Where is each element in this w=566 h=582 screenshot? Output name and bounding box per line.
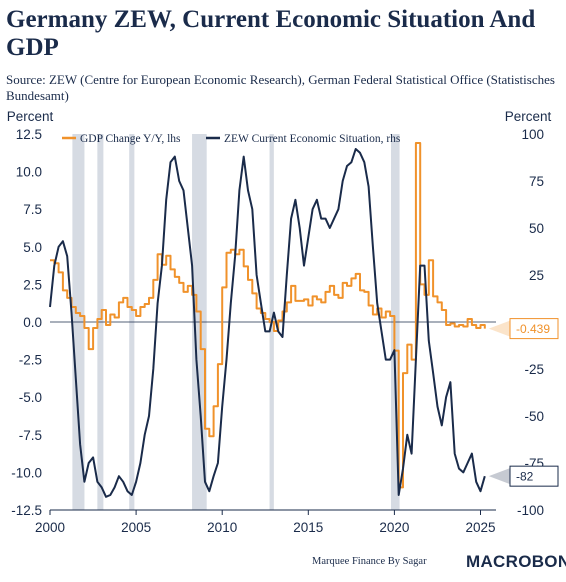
legend-label: GDP Change Y/Y, lhs (80, 133, 181, 145)
x-tick-label: 2000 (35, 520, 65, 535)
chart-title: Germany ZEW, Current Economic Situation … (6, 6, 536, 61)
left-tick-label: -7.5 (19, 428, 42, 443)
right-tick-label: -25 (524, 362, 544, 377)
callout-pointer (488, 468, 510, 485)
last-value-box (509, 465, 559, 487)
right-tick-label: 100 (521, 127, 544, 142)
gdp-series-line (50, 142, 486, 489)
left-tick-label: 5.0 (23, 240, 42, 255)
left-tick-label: -2.5 (19, 353, 42, 368)
macrobond-logo: MACROBOND (466, 552, 566, 571)
left-tick-label: -10.0 (11, 465, 42, 480)
x-tick-label: 2010 (207, 520, 237, 535)
right-tick-label: -50 (524, 409, 544, 424)
chart-source: Source: ZEW (Centre for European Economi… (6, 72, 555, 103)
left-tick-label: 7.5 (23, 202, 42, 217)
x-tick-label: 2005 (121, 520, 151, 535)
left-tick-label: 2.5 (23, 277, 42, 292)
legend-label: ZEW Current Economic Situation, rhs (224, 133, 401, 145)
last-value-label: -82 (516, 470, 534, 484)
right-tick-label: 50 (529, 221, 544, 236)
zew-series-line (49, 148, 486, 498)
left-tick-label: -12.5 (11, 503, 42, 518)
right-tick-label: -100 (517, 503, 544, 518)
right-tick-label: 25 (529, 268, 544, 283)
x-tick-label: 2015 (293, 520, 323, 535)
callout-pointer (488, 320, 510, 337)
left-tick-label: 10.0 (16, 165, 42, 180)
last-value-label: -0.439 (516, 322, 550, 336)
left-tick-label: 0.0 (23, 315, 42, 330)
x-tick-label: 2025 (465, 520, 495, 535)
right-axis-label: Percent (505, 109, 552, 124)
footer-credit: Marquee Finance By Sagar (312, 556, 427, 567)
left-tick-label: -5.0 (19, 390, 42, 405)
x-tick-label: 2020 (379, 520, 409, 535)
right-tick-label: 75 (529, 174, 544, 189)
left-tick-label: 12.5 (16, 127, 42, 142)
left-axis-label: Percent (7, 109, 54, 124)
last-value-box (509, 318, 559, 340)
